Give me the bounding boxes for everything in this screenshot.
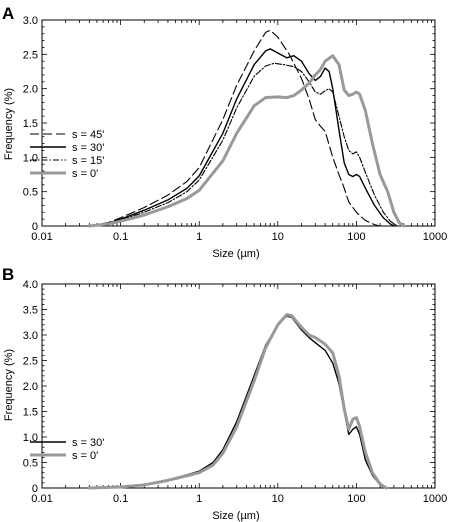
panel-a-legend-label: s = 45'	[72, 129, 104, 141]
panel-b-series-line-1	[87, 313, 388, 490]
panel-b-x-tick-label: 1	[196, 493, 202, 505]
panel-b-x-tick-label: 1000	[423, 493, 447, 505]
panel-a-x-tick-label: 0.01	[31, 231, 52, 243]
panel-b-x-tick-label: 0.1	[113, 493, 128, 505]
panel-a-y-tick-label: 0	[32, 221, 38, 233]
panel-a-y-tick-label: 3.0	[23, 15, 38, 27]
panel-b-x-tick-label: 100	[347, 493, 365, 505]
panel-a-series-line-3	[87, 54, 406, 228]
panel-b-y-tick-label: 1.0	[23, 432, 38, 444]
panel-b-plot-frame	[41, 283, 436, 489]
panel-a-x-tick-label: 1000	[423, 231, 447, 243]
panel-a-series-line-2	[88, 62, 398, 227]
panel-b-series-line-0	[88, 315, 386, 489]
panel-b-x-tick-label: 10	[272, 493, 284, 505]
panel-b-y-tick-label: 2.5	[23, 356, 38, 368]
panel-a-legend-label: s = 0'	[72, 168, 98, 180]
panel-a-y-tick-label: 2.5	[23, 49, 38, 61]
panel-b-legend-label: s = 0'	[72, 450, 98, 462]
panel-a-x-tick-label: 1	[196, 231, 202, 243]
panel-b-legend-label: s = 30'	[72, 437, 104, 449]
panel-a-y-tick-label: 2.0	[23, 84, 38, 96]
panel-b-y-tick-label: 0	[32, 483, 38, 495]
panel-b-y-tick-label: 2.0	[23, 381, 38, 393]
panel-a-series-line-1	[88, 48, 395, 227]
panel-a-series-line-0	[88, 29, 381, 227]
panel-a: A Frequency (%) Size (µm) 0.01 0.1 1 10 100 1…	[2, 4, 447, 260]
panel-b-y-tick-label: 4.0	[23, 279, 38, 291]
panel-b-letter: B	[2, 265, 14, 284]
panel-a-letter: A	[2, 4, 14, 23]
panel-b-x-axis-title: Size (µm)	[212, 510, 259, 522]
panel-a-y-tick-label: 1.5	[23, 118, 38, 130]
panel-a-y-axis-title: Frequency (%)	[3, 88, 15, 160]
panel-a-y-tick-label: 1.0	[23, 152, 38, 164]
panel-a-x-tick-label: 0.1	[113, 231, 128, 243]
panel-a-x-axis-title: Size (µm)	[212, 248, 259, 260]
panel-b-y-tick-label: 3.0	[23, 330, 38, 342]
panel-a-plot-frame	[41, 19, 436, 227]
panel-b-x-tick-label: 0.01	[31, 493, 52, 505]
panel-b-y-axis-title: Frequency (%)	[3, 349, 15, 421]
panel-a-legend-label: s = 30'	[72, 142, 104, 154]
panel-a-legend-label: s = 15'	[72, 155, 104, 167]
panel-a-x-tick-label: 10	[272, 231, 284, 243]
panel-b-y-tick-label: 3.5	[23, 305, 38, 317]
panel-a-y-tick-label: 0.5	[23, 187, 38, 199]
panel-b-y-tick-label: 0.5	[23, 458, 38, 470]
panel-a-x-tick-label: 100	[347, 231, 365, 243]
panel-b: B Frequency (%) Size (µm) 0.01 0.1 1 10 100 1…	[2, 265, 447, 522]
panel-b-y-tick-label: 1.5	[23, 407, 38, 419]
